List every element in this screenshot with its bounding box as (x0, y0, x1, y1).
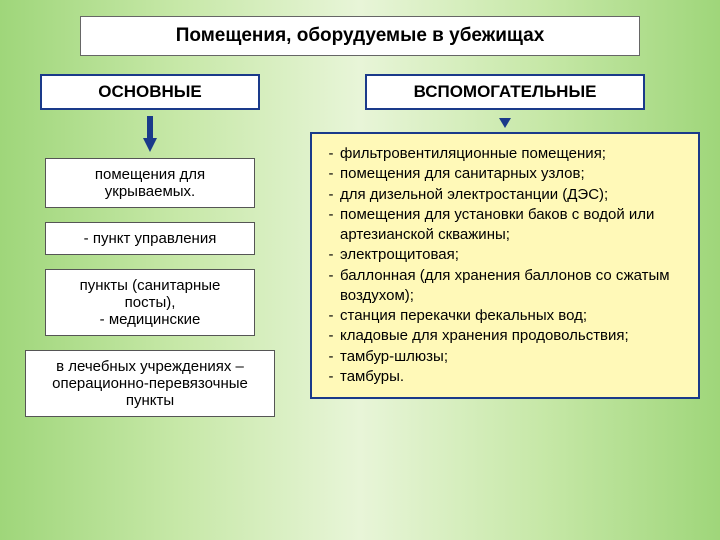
list-item: -помещения для установки баков с водой и… (322, 205, 684, 246)
arrow-down-icon (143, 138, 157, 152)
list-item: -кладовые для хранения продовольствия; (322, 326, 684, 346)
list-item: -тамбур-шлюзы; (322, 347, 684, 367)
aux-item-text: кладовые для хранения продовольствия; (340, 326, 684, 346)
aux-column: ВСПОМОГАТЕЛЬНЫЕ -фильтровентиляционные п… (310, 74, 700, 431)
arrow-down-icon (499, 118, 511, 128)
page-title: Помещения, оборудуемые в убежищах (80, 16, 640, 56)
list-item: -для дизельной электростанции (ДЭС); (322, 185, 684, 205)
aux-item-text: электрощитовая; (340, 245, 684, 265)
aux-item-text: баллонная (для хранения баллонов со сжат… (340, 266, 684, 307)
main-item-2: - пункт управления (45, 222, 255, 255)
aux-list: -фильтровентиляционные помещения; -помещ… (310, 132, 700, 399)
aux-item-text: помещения для установки баков с водой ил… (340, 205, 684, 246)
aux-item-text: тамбуры. (340, 367, 684, 387)
arrow-stem (147, 116, 153, 140)
aux-item-text: для дизельной электростанции (ДЭС); (340, 185, 684, 205)
main-category-label: ОСНОВНЫЕ (40, 74, 260, 110)
list-item: -станция перекачки фекальных вод; (322, 306, 684, 326)
list-item: -тамбуры. (322, 367, 684, 387)
aux-item-text: помещения для санитарных узлов; (340, 164, 684, 184)
aux-item-text: станция перекачки фекальных вод; (340, 306, 684, 326)
list-item: -помещения для санитарных узлов; (322, 164, 684, 184)
aux-category-label: ВСПОМОГАТЕЛЬНЫЕ (365, 74, 645, 110)
list-item: -баллонная (для хранения баллонов со сжа… (322, 266, 684, 307)
main-item-3: пункты (санитарные посты), - медицинские (45, 269, 255, 336)
main-item-1: помещения для укрываемых. (45, 158, 255, 208)
list-item: -фильтровентиляционные помещения; (322, 144, 684, 164)
diagram-content: Помещения, оборудуемые в убежищах ОСНОВН… (0, 0, 720, 447)
main-column: ОСНОВНЫЕ помещения для укрываемых. - пун… (20, 74, 280, 431)
list-item: -электрощитовая; (322, 245, 684, 265)
main-item-4: в лечебных учреждениях – операционно-пер… (25, 350, 275, 417)
aux-item-text: тамбур-шлюзы; (340, 347, 684, 367)
columns: ОСНОВНЫЕ помещения для укрываемых. - пун… (20, 74, 700, 431)
aux-item-text: фильтровентиляционные помещения; (340, 144, 684, 164)
